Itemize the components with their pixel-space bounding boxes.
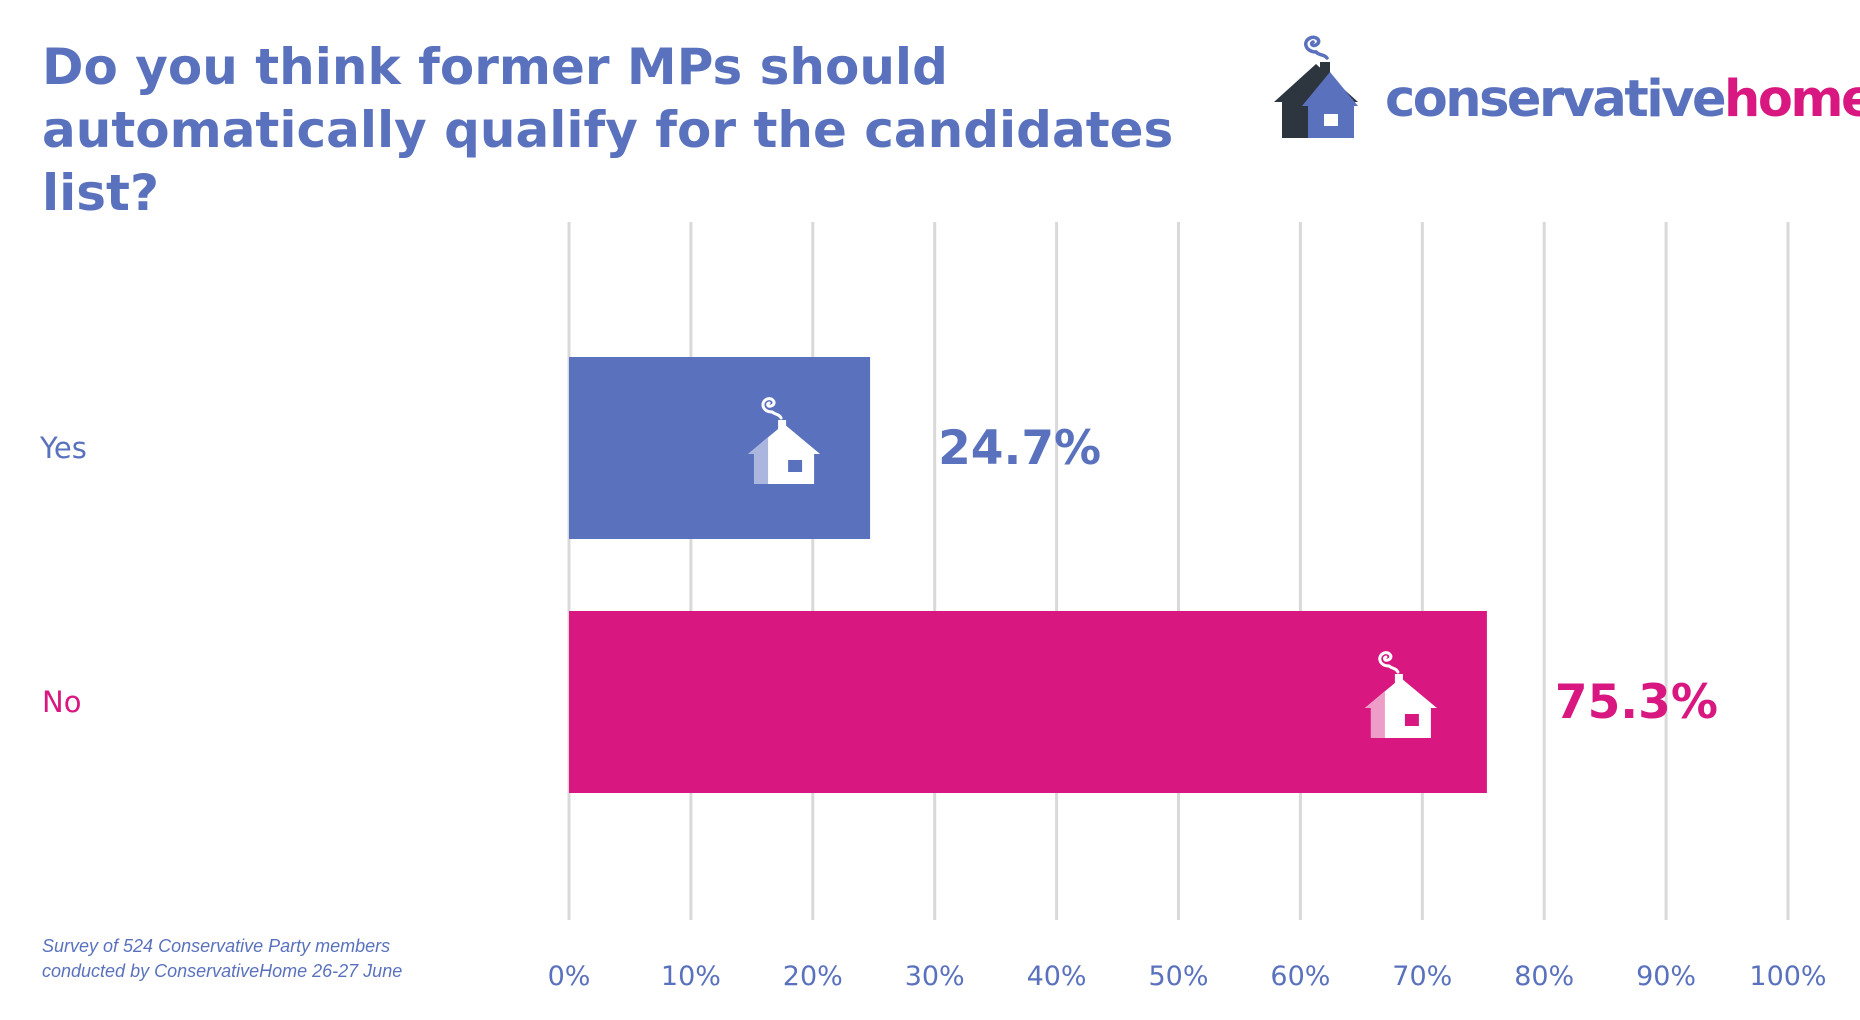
category-label: Yes bbox=[39, 431, 87, 465]
house-icon-part bbox=[748, 437, 769, 484]
house-icon-part bbox=[1404, 714, 1419, 726]
x-tick-label: 60% bbox=[1270, 961, 1330, 992]
x-tick-label: 20% bbox=[783, 961, 843, 992]
value-label: 24.7% bbox=[938, 421, 1101, 476]
x-tick-label: 70% bbox=[1392, 961, 1452, 992]
house-with-smoke-icon bbox=[1274, 35, 1358, 138]
house-icon-part bbox=[770, 410, 783, 420]
house-icon bbox=[1364, 651, 1437, 738]
house-icon-part bbox=[788, 460, 803, 472]
x-tick-label: 0% bbox=[548, 961, 591, 992]
footnote-line-2: conducted by ConservativeHome 26-27 June bbox=[42, 961, 403, 981]
survey-footnote: Survey of 524 Conservative Party members… bbox=[42, 934, 402, 984]
value-label: 75.3% bbox=[1555, 675, 1718, 730]
conservativehome-logo: conservativehome bbox=[1270, 14, 1860, 144]
x-tick-label: 40% bbox=[1027, 961, 1087, 992]
x-tick-label: 30% bbox=[905, 961, 965, 992]
house-icon-part bbox=[1387, 664, 1400, 674]
bar bbox=[569, 357, 871, 539]
bar bbox=[569, 611, 1487, 793]
x-tick-label: 100% bbox=[1749, 961, 1826, 992]
category-label: No bbox=[42, 685, 81, 719]
house-icon bbox=[748, 397, 821, 484]
footnote-line-1: Survey of 524 Conservative Party members bbox=[42, 936, 391, 956]
x-tick-label: 90% bbox=[1636, 961, 1696, 992]
chart-title: Do you think former MPs should automatic… bbox=[42, 38, 1174, 222]
house-icon-part bbox=[761, 397, 776, 414]
logo-wordmark: conservativehome bbox=[1385, 70, 1860, 129]
house-icon-part bbox=[1364, 691, 1385, 738]
house-icon-part bbox=[1378, 651, 1393, 668]
x-tick-label: 50% bbox=[1148, 961, 1208, 992]
x-tick-label: 10% bbox=[661, 961, 721, 992]
x-tick-label: 80% bbox=[1514, 961, 1574, 992]
